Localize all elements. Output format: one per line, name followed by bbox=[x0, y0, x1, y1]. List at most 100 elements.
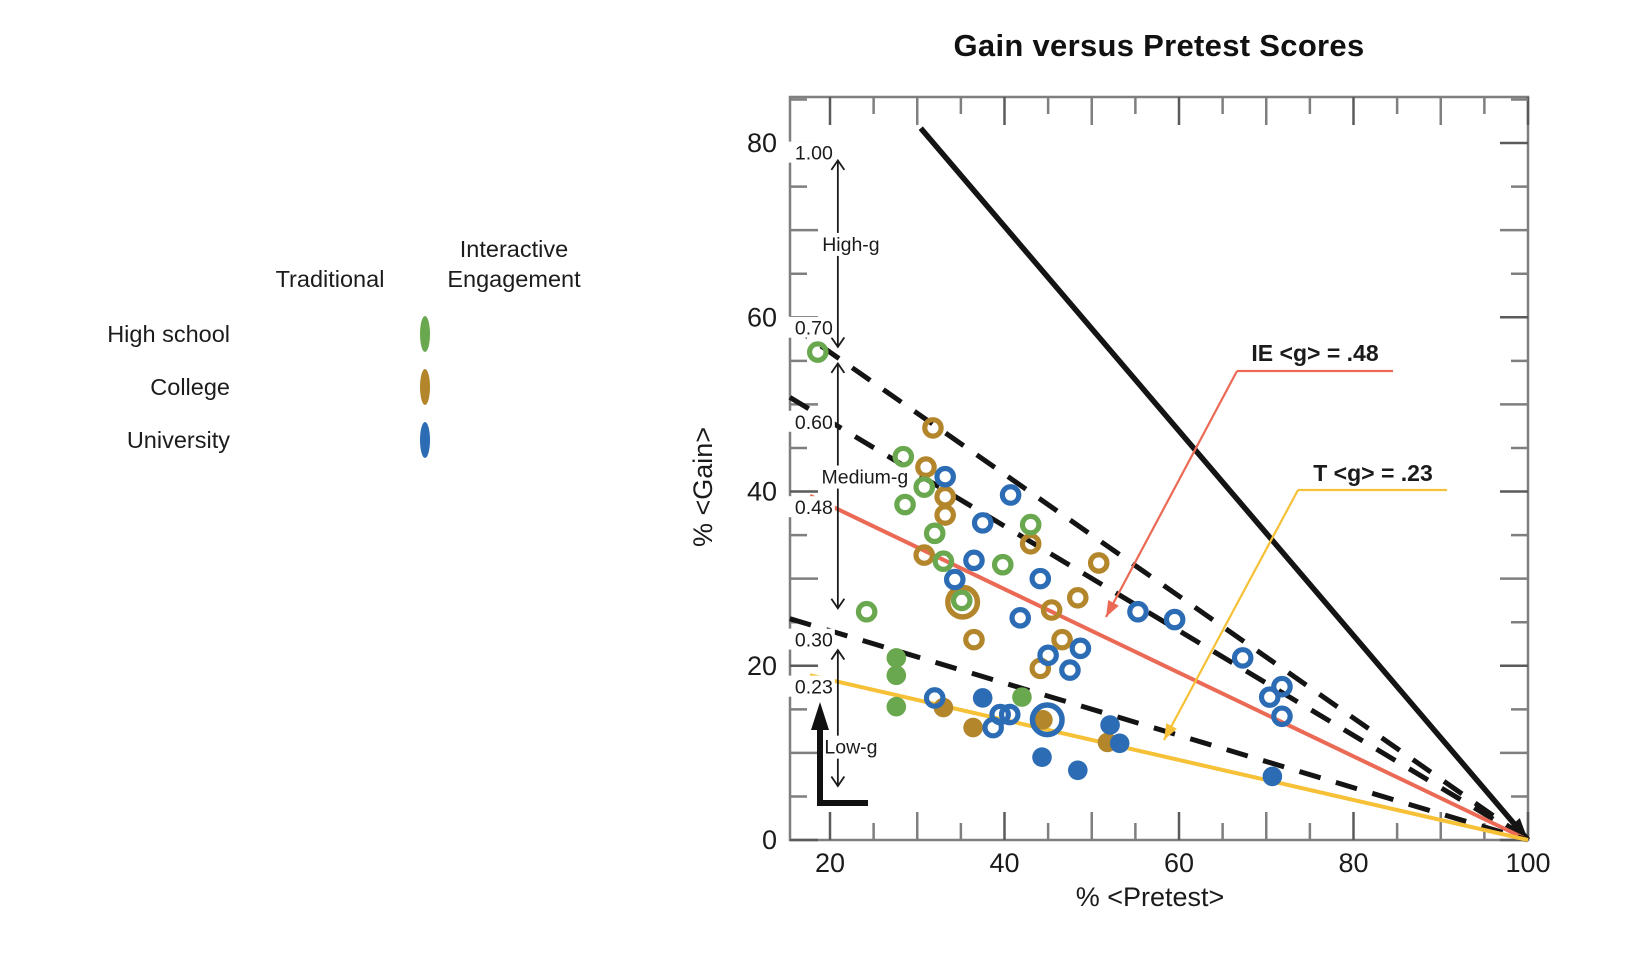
data-point-interactive-college bbox=[1040, 599, 1063, 621]
region-label: Low-g bbox=[824, 737, 877, 759]
data-point-interactive-university bbox=[1059, 659, 1081, 681]
data-point-interactive-college bbox=[934, 504, 956, 526]
gain-marker-bg bbox=[787, 410, 835, 432]
data-point-interactive-college bbox=[963, 628, 985, 651]
data-point-interactive-university bbox=[1258, 686, 1281, 708]
y-tick-label: 20 bbox=[747, 651, 777, 681]
data-point-traditional-university bbox=[1067, 760, 1088, 781]
data-point-interactive-college bbox=[1019, 532, 1042, 555]
arrow-down-icon bbox=[830, 775, 846, 788]
legend: Traditional Interactive Engagement High … bbox=[62, 232, 608, 467]
data-point-interactive-university bbox=[1009, 607, 1032, 629]
gain-marker-bg bbox=[787, 496, 835, 518]
data-point-interactive-high_school bbox=[894, 493, 916, 516]
t-label-arrowhead-icon bbox=[1164, 723, 1177, 740]
data-point-interactive-university bbox=[1163, 608, 1186, 631]
plot-border bbox=[788, 95, 1530, 842]
data-point-traditional-high_school bbox=[1012, 687, 1032, 707]
ie-label: IE <g> = .48 bbox=[1251, 340, 1378, 366]
data-point-interactive-college bbox=[1066, 586, 1089, 609]
legend-header-traditional: Traditional bbox=[275, 265, 385, 292]
data-point-interactive-university bbox=[1231, 647, 1254, 669]
ie-label-leader bbox=[1105, 370, 1238, 618]
y-axis-title: % <Gain> bbox=[688, 427, 718, 547]
x-tick-label: 60 bbox=[1164, 848, 1194, 878]
legend-row-label-college: College bbox=[150, 374, 230, 400]
data-point-interactive-university bbox=[934, 465, 956, 488]
data-point-interactive-high_school bbox=[913, 476, 936, 498]
data-point-interactive-high_school bbox=[855, 600, 878, 623]
data-point-interactive-university bbox=[1037, 644, 1059, 667]
gain-marker-bg bbox=[787, 141, 835, 163]
data-point-interactive-high_school bbox=[991, 553, 1014, 576]
line-g-060-line bbox=[788, 395, 1530, 843]
arrow-up-icon bbox=[830, 648, 846, 661]
gain-marker-bg bbox=[787, 628, 835, 650]
data-point-interactive-high_school bbox=[1019, 513, 1042, 536]
y-tick-label: 60 bbox=[747, 302, 777, 332]
region-label-bg bbox=[814, 232, 888, 256]
legend-swatch-cell bbox=[420, 369, 608, 405]
x-tick-label: 20 bbox=[815, 848, 845, 878]
low-g-arrowhead-icon bbox=[811, 702, 829, 730]
gain-marker-bg bbox=[787, 316, 835, 338]
gain-marker-label: 0.30 bbox=[795, 630, 833, 652]
gain-marker-label: 0.23 bbox=[795, 677, 833, 699]
data-point-traditional-college bbox=[963, 717, 983, 738]
arrow-down-icon bbox=[830, 598, 846, 610]
data-point-interactive-university bbox=[1069, 637, 1092, 660]
open-circle-icon bbox=[420, 369, 430, 405]
data-point-interactive-university bbox=[1271, 675, 1293, 698]
data-point-interactive-college bbox=[915, 456, 937, 478]
line-g-070-line bbox=[788, 322, 1530, 843]
data-point-traditional-university bbox=[1100, 715, 1120, 735]
legend-row-label-university: University bbox=[126, 427, 230, 453]
y-tick-label: 80 bbox=[747, 128, 777, 158]
data-point-interactive-university bbox=[998, 703, 1021, 726]
data-point-traditional-university bbox=[1109, 733, 1130, 754]
chart-title: Gain versus Pretest Scores bbox=[953, 28, 1365, 63]
region-label: Medium-g bbox=[822, 467, 909, 489]
data-point-interactive-high_school bbox=[932, 550, 955, 572]
data-point-interactive-college bbox=[913, 544, 936, 566]
arrow-up-icon bbox=[830, 361, 846, 374]
data-point-interactive-college bbox=[922, 417, 944, 439]
arrow-up-icon bbox=[830, 158, 846, 171]
data-point-traditional-high_school bbox=[886, 648, 907, 668]
legend-swatch-cell bbox=[420, 422, 608, 458]
data-point-interactive-college bbox=[945, 584, 981, 620]
data-point-interactive-high_school bbox=[892, 445, 915, 468]
gain-marker-label: 0.60 bbox=[795, 412, 833, 434]
data-point-interactive-high_school bbox=[923, 522, 946, 545]
data-point-traditional-high_school bbox=[886, 696, 907, 717]
data-point-interactive-high_school bbox=[950, 589, 973, 612]
t-label-leader bbox=[1163, 489, 1299, 741]
data-point-traditional-high_school bbox=[886, 665, 907, 686]
data-point-interactive-university bbox=[943, 568, 966, 591]
arrow-down-icon bbox=[830, 336, 846, 349]
data-point-interactive-college bbox=[934, 485, 956, 508]
y-tick-label: 0 bbox=[762, 825, 777, 855]
ie-label-arrowhead-icon bbox=[1106, 600, 1119, 617]
line-max-gain-line bbox=[918, 126, 1531, 842]
data-point-interactive-university bbox=[1127, 600, 1149, 623]
data-point-interactive-university bbox=[999, 484, 1022, 506]
data-point-interactive-university bbox=[982, 716, 1004, 739]
data-point-interactive-college bbox=[1087, 552, 1110, 574]
legend-swatch-cell bbox=[420, 316, 608, 352]
data-point-traditional-university bbox=[972, 688, 993, 708]
data-point-traditional-university bbox=[1032, 747, 1052, 768]
line-g-030-line bbox=[789, 616, 1529, 843]
t-label: T <g> = .23 bbox=[1313, 460, 1433, 486]
x-axis-title: % <Pretest> bbox=[1076, 882, 1225, 912]
gain-marker-label: 0.70 bbox=[795, 318, 833, 340]
gain-marker-bg bbox=[787, 675, 835, 697]
gain-marker-label: 1.00 bbox=[795, 143, 833, 165]
region-label-bg bbox=[819, 735, 883, 759]
legend-row-label-high-school: High school bbox=[107, 321, 230, 347]
data-point-interactive-university bbox=[1029, 567, 1052, 590]
open-circle-icon bbox=[420, 422, 430, 458]
region-label: High-g bbox=[822, 234, 879, 256]
